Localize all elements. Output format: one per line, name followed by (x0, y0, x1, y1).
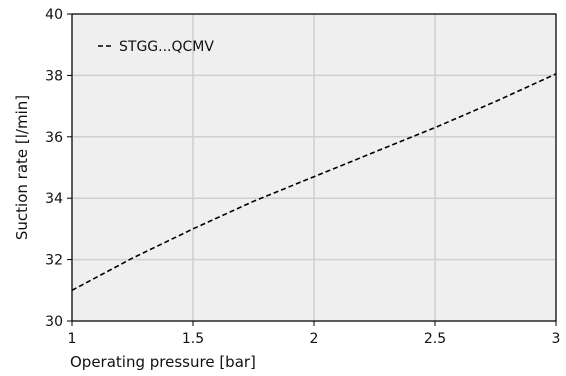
series-line (71, 73, 557, 292)
y-axis-ticks: 30 32 34 36 38 40 (45, 7, 72, 330)
series-layer (71, 73, 557, 292)
legend: STGG...QCMV (98, 39, 214, 55)
y-tick-label: 34 (45, 191, 63, 207)
y-tick-label: 36 (45, 130, 63, 146)
y-tick-label: 40 (45, 7, 63, 23)
y-axis-label: Suction rate [l/min] (13, 95, 31, 240)
x-tick-label: 2 (310, 331, 319, 347)
legend-label: STGG...QCMV (119, 39, 214, 55)
x-tick-label: 3 (552, 331, 561, 347)
x-tick-label: 2.5 (424, 331, 446, 347)
x-tick-label: 1 (68, 331, 77, 347)
y-tick-label: 32 (45, 253, 63, 269)
x-tick-label: 1.5 (182, 331, 204, 347)
y-tick-label: 30 (45, 314, 63, 330)
y-tick-label: 38 (45, 68, 63, 84)
x-axis-ticks: 1 1.5 2 2.5 3 (68, 321, 561, 347)
x-axis-label: Operating pressure [bar] (70, 353, 256, 371)
